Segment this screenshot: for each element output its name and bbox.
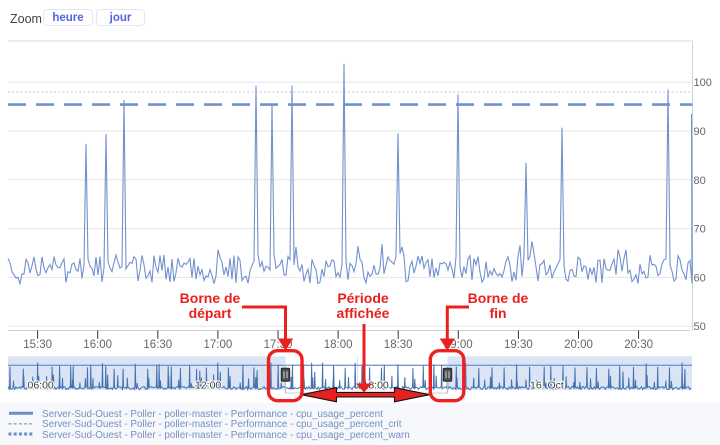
svg-text:19:30: 19:30 <box>504 339 533 351</box>
svg-text:16. Oct: 16. Oct <box>530 380 564 392</box>
svg-text:06:00: 06:00 <box>28 380 54 392</box>
svg-text:60: 60 <box>694 272 706 284</box>
svg-text:16:00: 16:00 <box>83 339 112 351</box>
svg-text:18:00: 18:00 <box>324 339 353 351</box>
svg-text:18:00: 18:00 <box>363 380 389 392</box>
svg-text:50: 50 <box>694 321 706 333</box>
svg-text:18:30: 18:30 <box>384 339 413 351</box>
svg-text:80: 80 <box>694 175 706 187</box>
svg-text:20:00: 20:00 <box>564 339 593 351</box>
svg-text:90: 90 <box>694 126 706 138</box>
svg-text:12:00: 12:00 <box>195 380 221 392</box>
svg-text:17:00: 17:00 <box>204 339 233 351</box>
svg-text:16:30: 16:30 <box>143 339 172 351</box>
svg-text:20:30: 20:30 <box>624 339 653 351</box>
svg-text:70: 70 <box>694 224 706 236</box>
svg-text:15:30: 15:30 <box>23 339 52 351</box>
svg-text:100: 100 <box>694 77 712 89</box>
